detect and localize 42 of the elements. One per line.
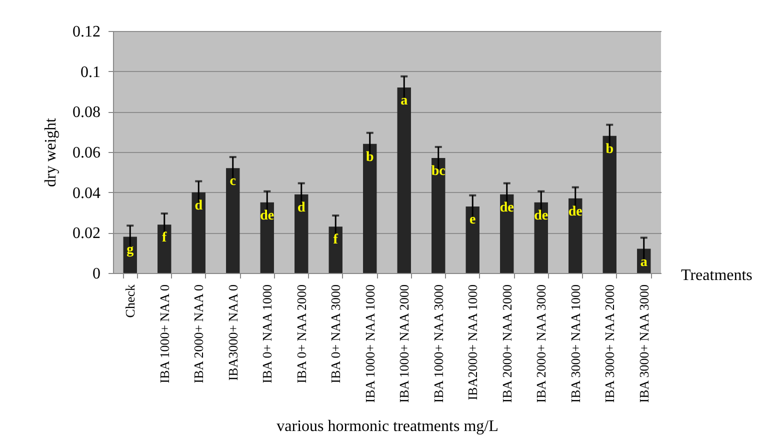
x-tick-label: IBA 1000+ NAA 0 xyxy=(156,284,172,384)
annotation: c xyxy=(230,174,236,190)
annotation: f xyxy=(333,232,338,248)
y-tick-label: 0.12 xyxy=(72,24,100,40)
x-tick-label: IBA 3000+ NAA 3000 xyxy=(636,284,652,403)
annotation: e xyxy=(470,212,476,228)
y-tick-label: 0.06 xyxy=(72,144,100,162)
annotation: d xyxy=(194,198,203,214)
annotation: d xyxy=(297,200,306,216)
annotation: de xyxy=(260,208,274,224)
x-tick-label: IBA 2000+ NAA 0 xyxy=(191,284,206,384)
annotation: a xyxy=(400,93,408,108)
y-tick-label: 0 xyxy=(92,266,100,282)
x-tick-label: IBA 0+ NAA 3000 xyxy=(328,284,344,384)
annotation: de xyxy=(568,204,582,220)
x-tick-label: IBA 2000+ NAA 3000 xyxy=(534,284,549,403)
y-tick-label: 0.02 xyxy=(72,225,100,242)
annotation: g xyxy=(126,242,134,258)
x-tick-label: IBA 1000+ NAA 3000 xyxy=(430,284,446,403)
annotation: de xyxy=(500,200,514,216)
x-tick-label: IBA2000+ NAA 1000 xyxy=(465,284,480,400)
annotation: de xyxy=(534,208,548,224)
x-tick-label: IBA 2000+ NAA 2000 xyxy=(499,284,514,403)
x-tick-label: IBA 0+ NAA 1000 xyxy=(260,284,275,384)
y-axis-title: dry weight xyxy=(42,118,60,187)
annotation: b xyxy=(606,142,614,157)
x-tick-label: Check xyxy=(122,284,138,318)
y-tick-label: 0.1 xyxy=(80,64,100,81)
x-tick-label: IBA3000+ NAA 0 xyxy=(225,284,240,381)
x-tick-label: IBA 3000+ NAA 1000 xyxy=(568,284,583,403)
y-tick-label: 0.04 xyxy=(72,184,100,202)
x-axis-title: various hormonic treatments mg/L xyxy=(276,418,498,436)
series-label: Treatments xyxy=(681,267,752,284)
annotation: f xyxy=(162,230,168,246)
x-tick-label: IBA 1000+ NAA 2000 xyxy=(396,284,412,403)
annotation: bc xyxy=(431,164,446,180)
y-tick-label: 0.08 xyxy=(72,104,100,122)
x-tick-label: IBA 0+ NAA 2000 xyxy=(294,284,309,384)
annotation: b xyxy=(366,150,374,165)
x-tick-label: IBA 1000+ NAA 1000 xyxy=(362,284,378,403)
x-tick-label: IBA 3000+ NAA 2000 xyxy=(602,284,618,403)
annotation: a xyxy=(640,254,648,270)
